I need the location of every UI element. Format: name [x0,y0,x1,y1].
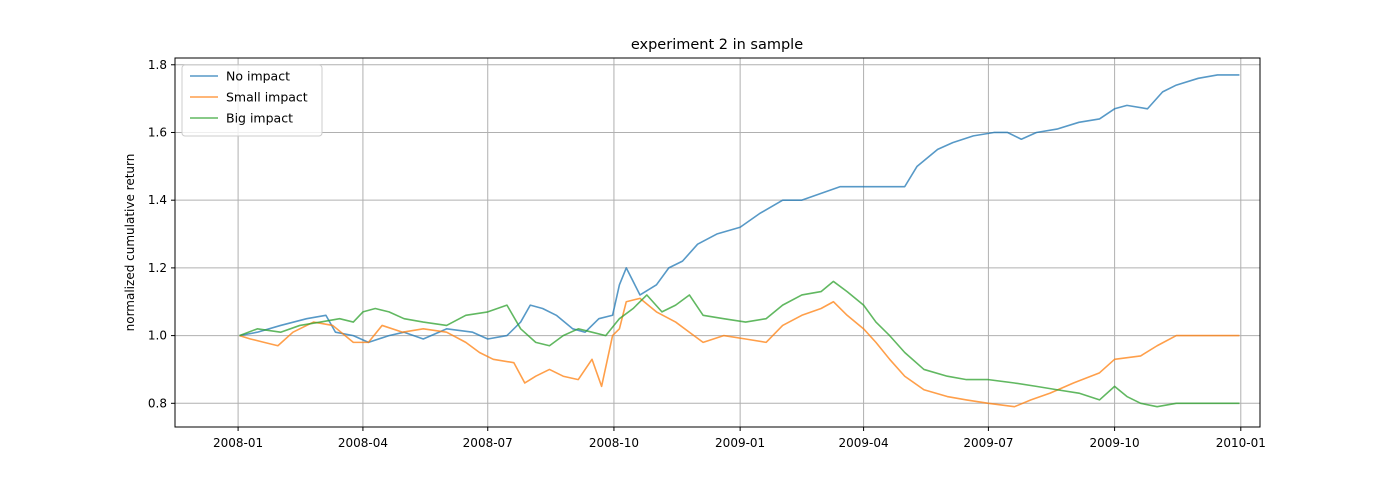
series-line-small-impact [239,297,1240,408]
x-tick-label: 2008-01 [213,436,263,450]
x-tick-label: 2009-07 [963,436,1013,450]
plot-area-frame [174,57,1261,428]
x-tick-label: 2009-10 [1090,436,1140,450]
x-tick-label: 2009-04 [839,436,889,450]
x-tick-label: 2008-07 [463,436,513,450]
legend-entry: Small impact [226,90,308,105]
x-tick-label: 2009-01 [715,436,765,450]
legend-entry: Big impact [226,111,293,126]
x-tick-label: 2008-04 [338,436,388,450]
y-tick-label: 1.6 [148,125,167,139]
y-tick-label: 1.0 [148,329,167,343]
y-tick-label: 1.8 [148,58,167,72]
y-tick-label: 1.2 [148,261,167,275]
grid-lines [175,58,1260,427]
series-line-big-impact [239,280,1240,408]
x-tick-label: 2008-10 [589,436,639,450]
y-axis-label: normalized cumulative return [123,154,137,332]
y-tick-label: 1.4 [148,193,167,207]
y-tick-label: 0.8 [148,396,167,410]
x-tick-label: 2010-01 [1216,436,1266,450]
series-line-no-impact [239,74,1240,344]
y-axis: 0.8 1.0 1.2 1.4 1.6 1.8 [148,58,175,410]
legend: No impact Small impact Big impact [181,64,323,137]
legend-entry: No impact [226,69,290,84]
x-axis: 2008-01 2008-04 2008-07 2008-10 2009-01 2009-… [213,427,1266,450]
chart-title: experiment 2 in sample [631,37,803,53]
series-layer [239,74,1240,408]
